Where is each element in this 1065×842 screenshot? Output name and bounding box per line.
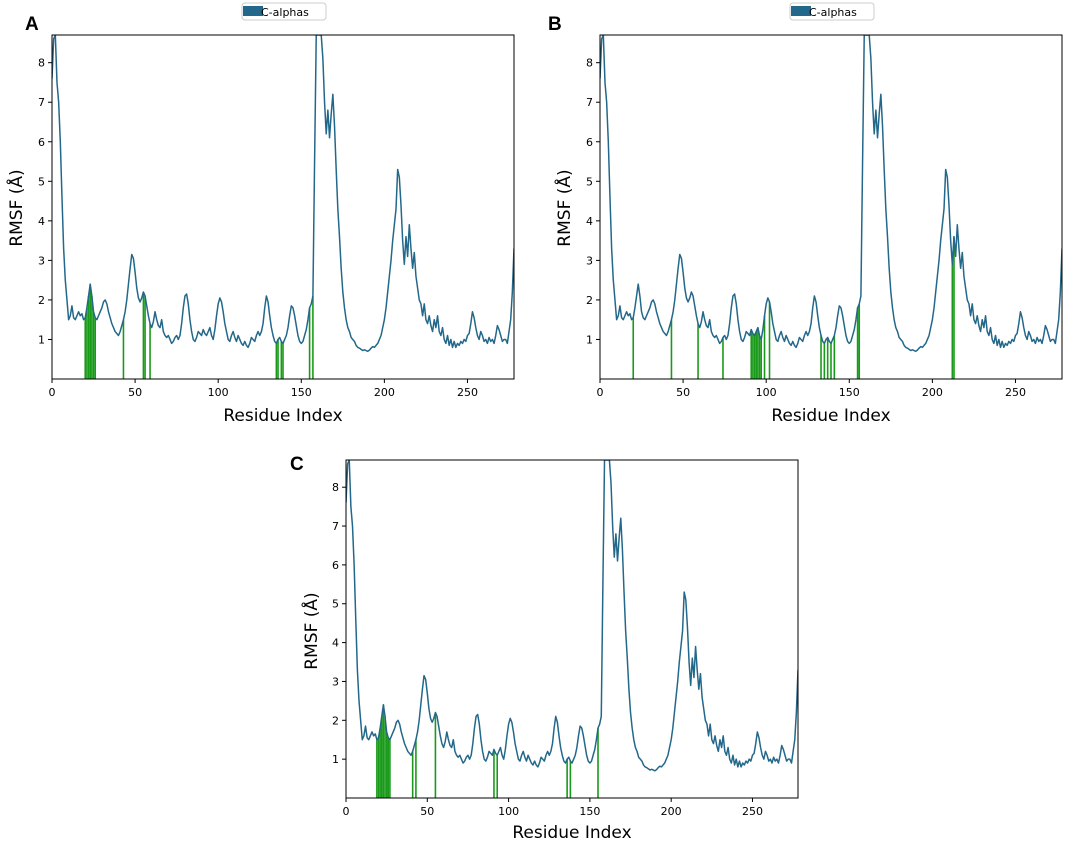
legend-swatch [243, 6, 263, 16]
y-tick-label: 5 [586, 175, 593, 188]
x-axis-label: Residue Index [771, 406, 890, 426]
y-tick-label: 2 [586, 294, 593, 307]
y-tick-label: 7 [38, 96, 45, 109]
x-tick-label: 150 [839, 386, 860, 399]
y-tick-label: 6 [332, 559, 339, 572]
y-tick-label: 3 [586, 254, 593, 267]
rmsf-series-line [346, 460, 798, 772]
y-tick-label: 3 [38, 254, 45, 267]
x-tick-label: 200 [374, 386, 395, 399]
y-axis-label: RMSF (Å) [5, 169, 27, 246]
x-tick-label: 100 [498, 805, 519, 818]
y-tick-label: 1 [332, 753, 339, 766]
x-tick-label: 100 [756, 386, 777, 399]
y-tick-label: 2 [332, 714, 339, 727]
y-tick-label: 7 [332, 520, 339, 533]
x-tick-label: 150 [579, 805, 600, 818]
y-tick-label: 1 [38, 333, 45, 346]
x-axis-label: Residue Index [223, 406, 342, 426]
y-tick-label: 6 [586, 136, 593, 149]
y-tick-label: 4 [586, 215, 593, 228]
x-tick-label: 50 [420, 805, 434, 818]
y-tick-label: 7 [586, 96, 593, 109]
y-tick-label: 8 [332, 481, 339, 494]
rmsf-series-line [52, 35, 514, 353]
axes-frame [345, 459, 799, 799]
y-axis-label: RMSF (Å) [553, 169, 575, 246]
panel-c: 0 50 100 150 200 250 1 2 3 4 5 6 7 8 Residue Index RMSF… [290, 454, 799, 842]
x-tick-label: 50 [676, 386, 690, 399]
x-tick-label: 250 [742, 805, 763, 818]
x-tick-label: 0 [49, 386, 56, 399]
y-tick-label: 1 [586, 333, 593, 346]
x-tick-label: 50 [128, 386, 142, 399]
x-tick-label: 200 [661, 805, 682, 818]
panel-a: 0 50 100 150 200 250 1 2 3 4 5 6 7 8 Residue Index RMSF… [5, 2, 515, 426]
y-tick-label: 4 [332, 637, 339, 650]
legend-label: C-alphas [809, 6, 857, 19]
rmsf-series-line [600, 35, 1062, 353]
y-tick-label: 6 [38, 136, 45, 149]
y-tick-label: 4 [38, 215, 45, 228]
x-axis-label: Residue Index [512, 823, 631, 842]
y-tick-label: 5 [332, 598, 339, 611]
axes-frame [599, 34, 1063, 380]
panel-b: 0 50 100 150 200 250 1 2 3 4 5 6 7 8 Residue Index RMSF… [548, 2, 1063, 426]
x-tick-label: 100 [208, 386, 229, 399]
x-tick-label: 250 [457, 386, 478, 399]
legend-label: C-alphas [261, 6, 309, 19]
panel-label: A [25, 14, 39, 35]
legend-swatch [791, 6, 811, 16]
x-tick-label: 150 [291, 386, 312, 399]
panel-label: B [548, 14, 562, 35]
x-tick-label: 250 [1005, 386, 1026, 399]
x-tick-label: 0 [597, 386, 604, 399]
y-axis-label: RMSF (Å) [300, 592, 322, 669]
y-tick-label: 8 [38, 57, 45, 70]
x-tick-label: 0 [343, 805, 350, 818]
x-tick-label: 200 [922, 386, 943, 399]
y-tick-label: 2 [38, 294, 45, 307]
y-tick-label: 8 [586, 57, 593, 70]
axes-frame [51, 34, 515, 380]
panel-label: C [290, 454, 304, 475]
y-tick-label: 3 [332, 675, 339, 688]
y-tick-label: 5 [38, 175, 45, 188]
